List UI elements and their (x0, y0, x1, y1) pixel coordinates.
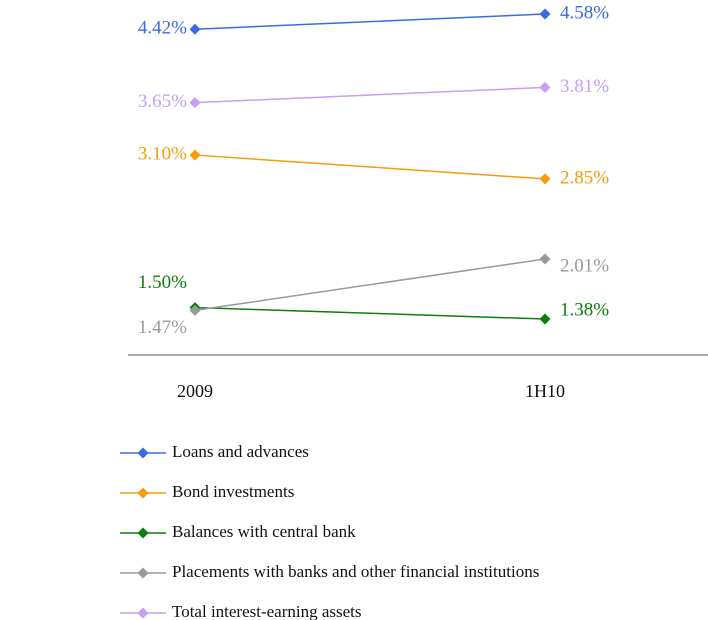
point-marker (539, 313, 551, 325)
value-label: 3.65% (138, 91, 187, 112)
series-line (194, 86, 546, 104)
legend-label: Placements with banks and other financia… (172, 562, 539, 581)
value-label: 3.81% (560, 76, 609, 97)
legend-marker (137, 527, 149, 539)
point-marker (189, 304, 201, 316)
legend-label: Total interest-earning assets (172, 602, 362, 620)
series-line (194, 306, 546, 320)
point-marker (189, 97, 201, 109)
point-marker (539, 253, 551, 265)
legend-marker (137, 607, 149, 619)
legend-marker (137, 487, 149, 499)
value-label: 1.47% (138, 317, 187, 338)
point-marker (539, 81, 551, 93)
point-marker (189, 149, 201, 161)
x-tick-label: 2009 (177, 381, 213, 401)
legend-label: Balances with central bank (172, 522, 356, 541)
value-label: 3.10% (138, 143, 187, 164)
series-line (194, 258, 546, 312)
point-marker (189, 23, 201, 35)
legend-marker (137, 567, 149, 579)
legend-label: Loans and advances (172, 442, 309, 461)
value-label: 4.58% (560, 2, 609, 23)
value-label: 2.85% (560, 167, 609, 188)
legend-marker (137, 447, 149, 459)
value-label: 4.42% (138, 18, 187, 39)
point-marker (539, 8, 551, 20)
series-line (194, 13, 546, 30)
value-label: 1.38% (560, 299, 609, 320)
point-marker (539, 173, 551, 185)
value-label: 1.50% (138, 272, 187, 293)
x-tick-label: 1H10 (525, 381, 565, 401)
value-label: 2.01% (560, 255, 609, 276)
series-line (194, 154, 546, 180)
legend-label: Bond investments (172, 482, 294, 501)
